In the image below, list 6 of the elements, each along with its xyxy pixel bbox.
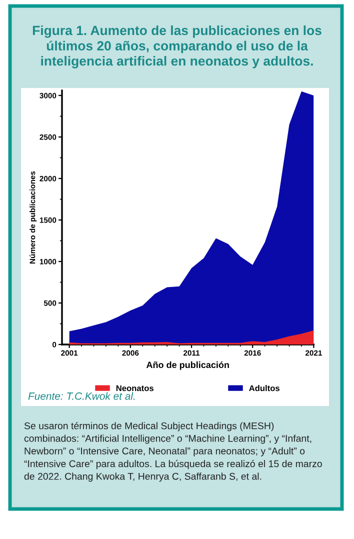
source-note: Fuente: T.C.Kwok et al. bbox=[28, 392, 135, 400]
chart-title: Figura 1. Aumento de las publicaciones en los últimos 20 años, comparando el uso de la inteligencia artificial en neonatos y adultos. bbox=[32, 25, 322, 68]
legend-label: Neonatos bbox=[116, 385, 154, 392]
x-axis-title: Año de publicación bbox=[146, 361, 229, 370]
legend-label: Adultos bbox=[249, 385, 280, 392]
text: Se usaron términos de Medical Subject Headings (MESH) combinados: “Artificial Intelligence” o “Machine Learning”, y “Infant, Newborn” o “Intensive Care, Neonatal” para neonatos; y “Adult” o “Intensive Care” para adultos. La búsqueda se realizó el 15 de marzo de 2022. Chang Kwoka T, Henrya C, Saffaranb S, et al. bbox=[24, 422, 322, 482]
